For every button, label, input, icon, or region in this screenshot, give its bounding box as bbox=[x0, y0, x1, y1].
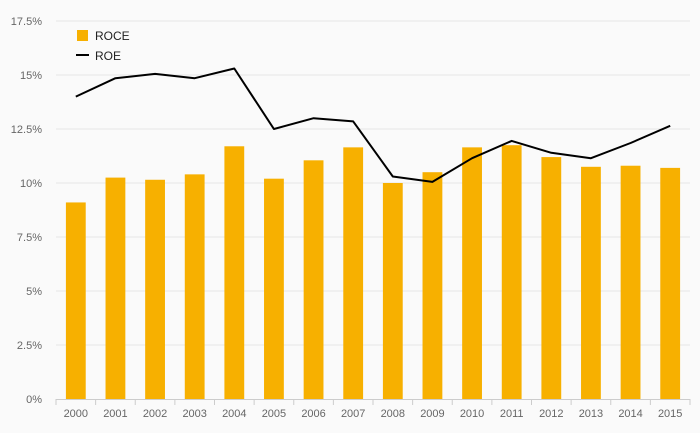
x-tick-label: 2007 bbox=[341, 408, 365, 420]
x-tick-label: 2000 bbox=[64, 408, 88, 420]
roce-bar bbox=[65, 202, 86, 399]
roce-bar bbox=[382, 183, 403, 399]
legend-label-roe: ROE bbox=[95, 49, 121, 63]
roe-line-layer bbox=[75, 67, 671, 183]
y-tick-label: 2.5% bbox=[17, 340, 42, 352]
roce-bars bbox=[65, 145, 681, 399]
roce-bar bbox=[184, 174, 205, 399]
roce-bar bbox=[303, 160, 324, 399]
x-tick-label: 2008 bbox=[381, 408, 405, 420]
x-tick-label: 2004 bbox=[222, 408, 246, 420]
x-axis: 2000 2001 2002 2003 2004 2005 2006 2007 2008 2009… bbox=[55, 399, 691, 420]
roe-line bbox=[75, 67, 671, 183]
roce-bar bbox=[105, 177, 126, 399]
y-tick-label: 17.5% bbox=[11, 16, 42, 28]
roce-bar bbox=[145, 179, 165, 399]
roce-bar bbox=[264, 178, 284, 399]
roce-bar bbox=[581, 166, 601, 399]
legend-swatch-roce bbox=[77, 30, 88, 41]
x-tick-label: 2001 bbox=[103, 408, 127, 420]
y-tick-label: 12.5% bbox=[11, 124, 42, 136]
y-tick-label: 5% bbox=[26, 286, 42, 298]
roce-bar bbox=[343, 147, 364, 399]
roce-bar bbox=[224, 146, 245, 399]
x-tick-label: 2013 bbox=[579, 408, 603, 420]
x-tick-label: 2009 bbox=[420, 408, 444, 420]
roce-bar bbox=[620, 165, 641, 399]
x-tick-label: 2005 bbox=[262, 408, 286, 420]
x-tick-label: 2010 bbox=[460, 408, 484, 420]
y-tick-label: 15% bbox=[20, 70, 42, 82]
y-tick-label: 10% bbox=[20, 178, 42, 190]
legend-label-roce: ROCE bbox=[95, 29, 130, 43]
x-tick-label: 2006 bbox=[301, 408, 325, 420]
x-tick-label: 2002 bbox=[143, 408, 167, 420]
roce-bar bbox=[462, 147, 482, 399]
roce-bar bbox=[501, 145, 522, 399]
x-tick-label: 2015 bbox=[658, 408, 682, 420]
roce-bar bbox=[541, 157, 562, 399]
x-tick-label: 2011 bbox=[500, 408, 524, 420]
x-tick-label: 2014 bbox=[618, 408, 642, 420]
legend: ROCE ROE bbox=[76, 29, 130, 63]
x-tick-label: 2003 bbox=[182, 408, 206, 420]
roce-bar bbox=[660, 167, 681, 399]
x-tick-label: 2012 bbox=[539, 408, 563, 420]
roce-bar bbox=[422, 172, 443, 399]
y-tick-label: 7.5% bbox=[17, 232, 42, 244]
y-tick-label: 0% bbox=[26, 394, 42, 406]
